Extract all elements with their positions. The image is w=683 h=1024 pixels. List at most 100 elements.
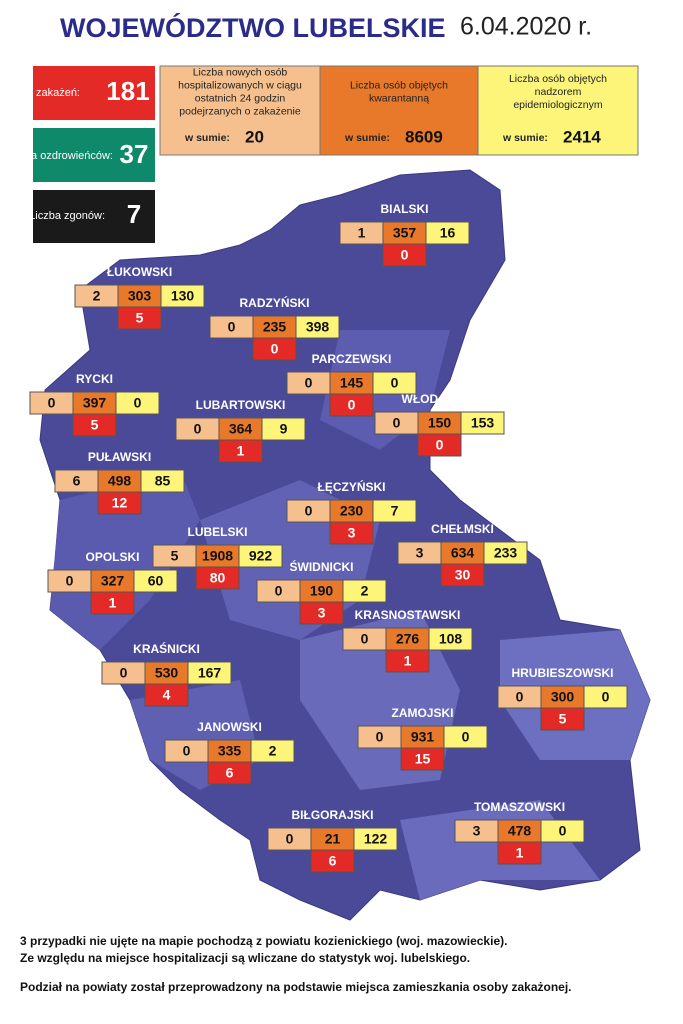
district-hospitalized: 0 xyxy=(183,743,191,759)
district-cell xyxy=(425,221,470,245)
district-quarantine: 478 xyxy=(508,823,532,839)
district-infected: 0 xyxy=(271,341,279,357)
district-cell xyxy=(160,284,205,308)
district-cell xyxy=(295,315,340,339)
district-cell xyxy=(540,707,585,731)
district-quarantine: 276 xyxy=(396,631,420,647)
district-name: RYCKI xyxy=(76,372,113,386)
district-cell xyxy=(144,683,189,707)
district-hospitalized: 3 xyxy=(473,823,481,839)
district-name: KRAŚNICKI xyxy=(133,641,200,656)
district-surveillance: 2 xyxy=(361,583,369,599)
district-cell xyxy=(238,544,283,568)
district-quarantine: 300 xyxy=(551,689,575,705)
district: ŁĘCZYŃSKI 0 230 7 3 xyxy=(286,479,417,545)
district-infected: 3 xyxy=(348,525,356,541)
district-hospitalized: 0 xyxy=(194,421,202,437)
district-name: PARCZEWSKI xyxy=(312,352,392,366)
district-infected: 1 xyxy=(516,845,524,861)
infected-value: 181 xyxy=(106,76,149,106)
district-hospitalized: 0 xyxy=(376,729,384,745)
stats-label: Liczba osób objętych kwarantanną xyxy=(350,79,448,104)
recovered-box xyxy=(33,128,155,182)
district-surveillance: 9 xyxy=(280,421,288,437)
district-hospitalized: 2 xyxy=(93,288,101,304)
district-hospitalized: 0 xyxy=(361,631,369,647)
district: LUBARTOWSKI 0 364 9 1 xyxy=(175,398,306,463)
district-hospitalized: 6 xyxy=(73,473,81,489)
district-quarantine: 397 xyxy=(83,395,107,411)
district-infected: 4 xyxy=(163,687,171,703)
district-quarantine: 335 xyxy=(218,743,242,759)
district-quarantine: 364 xyxy=(229,421,253,437)
district-surveillance: 2 xyxy=(269,743,277,759)
district-cell xyxy=(187,661,232,685)
district-quarantine: 931 xyxy=(411,729,435,745)
district-hospitalized: 0 xyxy=(393,415,401,431)
infected-label: Liczba zakażeń: xyxy=(1,87,80,99)
district-quarantine: 230 xyxy=(340,503,364,519)
district-hospitalized: 0 xyxy=(516,689,524,705)
sum-value: 8609 xyxy=(405,127,443,146)
district-quarantine: 1908 xyxy=(202,548,233,564)
district-quarantine: 303 xyxy=(128,288,152,304)
district-infected: 6 xyxy=(329,853,337,869)
district: BIALSKI 1 357 16 0 xyxy=(339,202,470,267)
district: PARCZEWSKI 0 145 0 0 xyxy=(286,352,417,417)
title: WOJEWÓDZTWO LUBELSKIE xyxy=(60,12,445,43)
district-name: WŁODAWSKI xyxy=(402,392,478,406)
district-cell xyxy=(207,761,252,785)
region xyxy=(50,470,200,650)
district: ZAMOJSKI 0 931 0 15 xyxy=(357,706,488,771)
district: CHEŁMSKI 3 634 233 30 xyxy=(397,522,528,587)
district-cell xyxy=(353,827,398,851)
district-infected: 30 xyxy=(455,567,471,583)
district-infected: 0 xyxy=(436,437,444,453)
district-cell xyxy=(195,566,240,590)
stats-label: Liczba osób objętych nadzorem epidemiologi… xyxy=(509,73,607,111)
district-quarantine: 634 xyxy=(451,545,475,561)
district-infected: 0 xyxy=(348,397,356,413)
district: RYCKI 0 397 0 5 xyxy=(29,372,160,437)
district-infected: 6 xyxy=(226,765,234,781)
sum-value: 2414 xyxy=(563,127,601,146)
district-cell xyxy=(342,579,387,603)
district-cell xyxy=(483,541,528,565)
stats-table: Liczba nowych osób hospitalizowanych w ci… xyxy=(159,65,639,156)
district-surveillance: 108 xyxy=(439,631,463,647)
district-name: CHEŁMSKI xyxy=(431,522,494,536)
district-infected: 15 xyxy=(415,751,431,767)
infected-box xyxy=(33,66,155,120)
district-name: PUŁAWSKI xyxy=(88,450,151,464)
district-hospitalized: 0 xyxy=(305,375,313,391)
district-cell xyxy=(115,391,160,415)
district-hospitalized: 0 xyxy=(286,831,294,847)
district-quarantine: 145 xyxy=(340,375,364,391)
district: KRASNOSTAWSKI 0 276 108 1 xyxy=(342,608,473,673)
district-name: KRASNOSTAWSKI xyxy=(355,608,461,622)
district: BIŁGORAJSKI 0 21 122 6 xyxy=(267,808,398,873)
recovered-label: Liczba ozdrowieńców: xyxy=(5,150,113,162)
district-surveillance: 0 xyxy=(134,395,142,411)
district-surveillance: 233 xyxy=(494,545,518,561)
stats-cell xyxy=(319,65,479,156)
district-name: TOMASZOWSKI xyxy=(474,800,565,814)
district: KRAŚNICKI 0 530 167 4 xyxy=(101,641,232,707)
district-cell xyxy=(382,243,427,267)
district-hospitalized: 0 xyxy=(228,319,236,335)
district-name: ZAMOJSKI xyxy=(391,706,453,720)
district-infected: 5 xyxy=(91,417,99,433)
district-quarantine: 21 xyxy=(325,831,341,847)
district-surveillance: 0 xyxy=(391,375,399,391)
district-surveillance: 922 xyxy=(249,548,273,564)
district-cell xyxy=(583,685,628,709)
date: 6.04.2020 r. xyxy=(460,13,592,41)
district-infected: 1 xyxy=(109,595,117,611)
district-surveillance: 153 xyxy=(471,415,495,431)
district-infected: 12 xyxy=(112,495,128,511)
district-quarantine: 150 xyxy=(428,415,452,431)
district-name: ŚWIDNICKI xyxy=(290,559,354,574)
